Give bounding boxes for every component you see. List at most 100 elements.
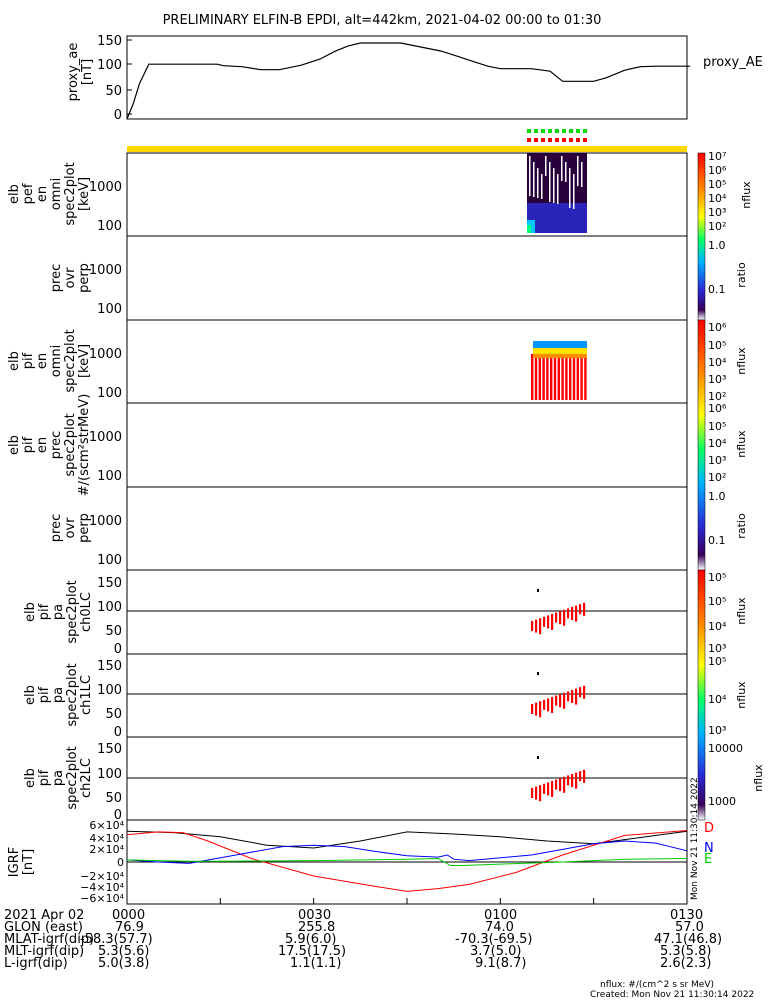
xaxis-row-label: MLAT-igrf(dip) — [4, 932, 95, 947]
cbar5-label: ratio — [735, 513, 748, 539]
proxy-ae-ytick: 0 — [114, 108, 122, 123]
cbar3-tick: 10⁴ — [708, 356, 727, 369]
cbar2-tick: 0.1 — [708, 283, 726, 296]
cbar6-tick: 10³ — [708, 642, 726, 655]
panel1-speckle-mark — [537, 168, 539, 198]
cbar1-label: nflux — [740, 181, 753, 209]
cbar6-tick: 10⁴ — [708, 620, 727, 633]
panel1-ytick: 100 — [97, 219, 122, 234]
cbar3-tick: 10³ — [708, 373, 726, 386]
igrf-legend-D: D — [704, 821, 714, 836]
panel3-orange-band — [533, 354, 587, 358]
panel1-ytick: 1000 — [89, 180, 122, 195]
igrf-ytick: 2×10⁴ — [89, 843, 124, 856]
panel3-ylabel-line: omni — [49, 345, 64, 377]
pitch-angle-mark — [559, 778, 562, 792]
science-zone-markers — [127, 129, 687, 152]
igrf-legend-E: E — [704, 852, 712, 867]
pitch-angle-mark — [535, 702, 538, 716]
proxy-ae-series-line — [126, 42, 691, 120]
colorbar-labels: 10⁷ 10⁶ 10⁵ 10⁴ 10³ 10² nflux 1.0 0.1 ra… — [708, 150, 765, 808]
panel3-ylabel: elb pif en omni spec2plot [keV] — [7, 329, 92, 392]
science-bar — [127, 146, 687, 152]
cbar8-tick: 1000 — [708, 795, 736, 808]
panel8-pitch-angle-marks — [531, 756, 586, 802]
cbar1-tick: 10² — [708, 220, 726, 233]
panel2-ylabel-line: perp — [77, 263, 92, 293]
spectrogram-panels — [126, 152, 688, 821]
panel7-ylabel-line: ch1LC — [79, 675, 94, 715]
pitch-angle-mark — [579, 771, 582, 782]
panel3-red-stripe — [576, 354, 579, 400]
cbar3-tick: 10⁵ — [708, 339, 726, 352]
panel7-ytick: 50 — [105, 707, 122, 722]
cbar7-tick: 10⁵ — [708, 655, 726, 668]
panel3-red-stripe — [565, 354, 568, 400]
proxy-ae-ytick: 50 — [105, 84, 122, 99]
panel3-red-stripe — [534, 354, 538, 400]
panel1-speckle-mark — [569, 168, 571, 208]
proxy-ae-ytick: 100 — [97, 58, 122, 73]
x-tick-marks — [126, 898, 688, 904]
pitch-angle-mark — [567, 691, 570, 702]
spectrogram-ylabels: elb pef en omni spec2plot [keV] prec ovr… — [7, 162, 94, 809]
panel7-ylabel-line: spec2plot — [65, 663, 80, 726]
pitch-angle-mark — [571, 774, 574, 787]
xaxis-row-label: GLON (east) — [4, 920, 83, 935]
xaxis-time-value: 0030 — [298, 908, 332, 923]
panel2-ytick: 100 — [97, 302, 122, 317]
created-note: Created: Mon Nov 21 11:30:14 2022 — [590, 990, 755, 1000]
panel-proxy-ae: proxy_AE proxy_ae [nT] 150 100 50 0 — [66, 34, 763, 123]
pitch-angle-mark — [559, 694, 562, 708]
panel6-ylabel-line: ch0LC — [79, 592, 94, 632]
cbar8-label: nflux — [752, 764, 765, 792]
panel2-ylabel-line: prec — [49, 264, 64, 292]
panel7-ylabel-line: pif — [37, 686, 52, 703]
cbar4-tick: 10² — [708, 471, 726, 484]
units-note: nflux: #/(cm^2 s sr MeV) — [600, 980, 714, 990]
panel3-ylabel-line: elb — [7, 351, 22, 371]
pitch-angle-mark — [537, 589, 539, 592]
pitch-angle-mark — [551, 697, 554, 713]
panel3-ylabel-line: pif — [21, 352, 36, 369]
xaxis-lshell-value: 1.1(1.1) — [290, 956, 342, 971]
cbar7-tick: 10³ — [708, 724, 726, 737]
panel6-ylabel-line: spec2plot — [65, 580, 80, 643]
pitch-angle-mark — [571, 607, 574, 620]
panel7-frame — [126, 653, 688, 738]
pitch-angle-mark — [547, 698, 550, 712]
cbar5-tick: 0.1 — [708, 534, 726, 547]
panel4-ylabel-line: spec2plot — [63, 413, 78, 476]
panel1-speckle-mark — [545, 156, 547, 176]
xaxis-lshell-value: 2.6(2.3) — [660, 956, 712, 971]
panel3-red-stripe — [542, 354, 545, 400]
cbar1-tick: 10³ — [708, 206, 726, 219]
panel8-ytick: 0 — [114, 808, 122, 823]
panel8-ylabel: elb pif pa spec2plot ch2LC — [23, 746, 94, 809]
panel-igrf: D N E Mon Nov 21 11:30:14 2022 IGRF [nT]… — [7, 777, 714, 905]
pitch-angle-mark — [555, 695, 558, 706]
panel1-speckle-mark — [565, 162, 567, 182]
pitch-angle-mark — [575, 605, 578, 622]
pitch-angle-mark — [555, 779, 558, 790]
pitch-angle-mark — [551, 614, 554, 630]
panel3-red-stripe — [561, 354, 564, 400]
panel5-ylabel: prec ovr perp — [49, 513, 92, 543]
panel1-speckle-mark — [529, 156, 531, 196]
igrf-N-line — [126, 840, 688, 864]
panel3-ylabel-line: spec2plot — [63, 329, 78, 392]
pitch-angle-mark — [535, 786, 538, 800]
igrf-ylabel-line: IGRF — [7, 847, 22, 877]
igrf-legend-N: N — [704, 841, 714, 856]
spectrogram-yticks: 1000 100 1000 100 1000 100 1000 100 1000… — [89, 180, 122, 823]
panel1-speckle-mark — [557, 174, 559, 204]
panel1-frame — [126, 152, 688, 237]
igrf-E-line — [126, 857, 688, 866]
colorbars — [697, 152, 706, 821]
cbar3-tick: 10⁶ — [708, 321, 727, 334]
pitch-angle-mark — [583, 769, 586, 783]
pitch-angle-mark — [575, 688, 578, 705]
igrf-ytick: −6×10⁴ — [80, 892, 124, 905]
panel6-ylabel-line: elb — [23, 602, 38, 622]
cbar5-tick: 1.0 — [708, 490, 726, 503]
